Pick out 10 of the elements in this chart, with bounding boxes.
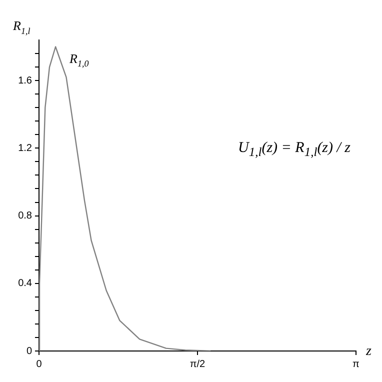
x-axis-title: z (365, 344, 372, 359)
y-tick-label: 0 (26, 346, 32, 357)
x-tick-label: π/2 (190, 358, 206, 370)
x-tick-label: 0 (36, 358, 42, 370)
y-tick-label: 0.4 (18, 278, 32, 290)
annotation: U$_{1,l}$(z) = R$_{1,l}$(z) / z (238, 140, 351, 160)
y-tick-label: 0.8 (18, 210, 32, 222)
x-tick-label: π (352, 358, 360, 370)
y-tick-label: 1.2 (18, 142, 32, 154)
y-tick-label: 1.6 (18, 75, 32, 86)
